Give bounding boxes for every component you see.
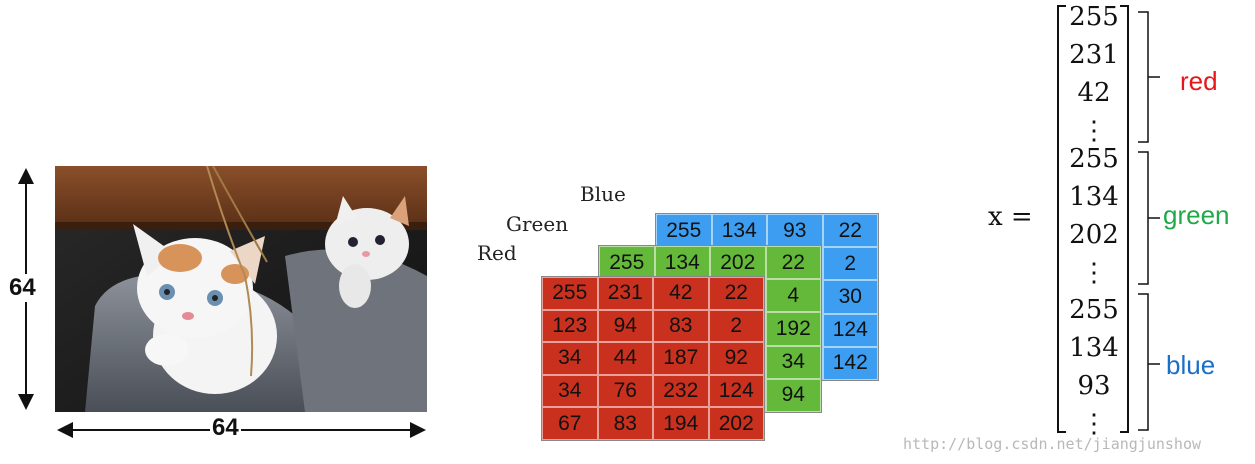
- red-cell: 2: [708, 309, 764, 343]
- vector-entry: 255: [1069, 2, 1119, 32]
- green-cell: 202: [710, 246, 766, 280]
- red-cell: 202: [708, 407, 764, 440]
- red-label: red: [1180, 66, 1218, 96]
- vector-entry: 255: [1069, 144, 1119, 174]
- red-cell: 124: [708, 374, 764, 408]
- green-label: green: [1163, 200, 1230, 230]
- red-cell: 94: [597, 309, 653, 343]
- green-cell: 4: [765, 279, 821, 313]
- vector-entry: 134: [1069, 333, 1119, 363]
- green-brace: [1136, 150, 1166, 286]
- red-brace: [1136, 10, 1166, 144]
- red-cell: 22: [708, 277, 764, 310]
- green-cell: 34: [765, 345, 821, 379]
- blue-label: blue: [1166, 350, 1216, 380]
- red-cell: 255: [542, 277, 598, 310]
- blue-cell: 124: [822, 313, 878, 347]
- blue-cell: 93: [767, 214, 823, 248]
- blue-channel-title: Blue: [580, 182, 626, 206]
- watermark: http://blog.csdn.net/jiangjunshow: [903, 435, 1202, 453]
- width-label: 64: [210, 414, 241, 442]
- vector-entry: 134: [1069, 182, 1119, 212]
- green-cell: 94: [765, 378, 821, 412]
- vector-entry: 93: [1077, 371, 1111, 401]
- kitten-photo: [55, 166, 427, 412]
- green-cell: 22: [765, 246, 821, 280]
- red-cell: 34: [542, 342, 598, 375]
- blue-cell: 30: [822, 280, 878, 314]
- red-cell: 83: [653, 309, 709, 343]
- blue-cell: 134: [711, 214, 767, 248]
- red-cell: 83: [597, 407, 653, 440]
- green-channel-title: Green: [506, 212, 569, 236]
- vector-entry: ⋮: [1081, 409, 1107, 439]
- width-arrow: [55, 418, 428, 442]
- red-cell: 42: [653, 277, 709, 310]
- red-cell: 123: [542, 309, 598, 343]
- vector-entry: 202: [1069, 220, 1119, 250]
- red-channel-title: Red: [477, 241, 517, 265]
- vector-entry: 231: [1069, 40, 1119, 70]
- height-label: 64: [8, 274, 37, 302]
- red-cell: 231: [597, 277, 653, 310]
- vector-bracket: [1054, 4, 1132, 434]
- red-cell: 232: [653, 374, 709, 408]
- blue-brace: [1136, 292, 1166, 432]
- green-cell: 255: [599, 246, 655, 280]
- blue-cell: 255: [656, 214, 712, 248]
- vector-entry: ⋮: [1081, 116, 1107, 146]
- red-cell: 44: [597, 342, 653, 375]
- blue-cell: 142: [822, 346, 878, 380]
- vector-lhs: x =: [988, 202, 1033, 232]
- red-cell: 67: [542, 407, 598, 440]
- red-cell: 194: [653, 407, 709, 440]
- green-cell: 192: [765, 312, 821, 346]
- red-cell: 92: [708, 342, 764, 375]
- red-channel-matrix: 255 231 42 22 123 94 83 2 34 44 187 92 34 76 232 124 67 8…: [541, 276, 765, 441]
- blue-cell: 2: [822, 247, 878, 281]
- green-cell: 134: [654, 246, 710, 280]
- vector-entry: 42: [1077, 78, 1111, 108]
- blue-cell: 22: [822, 214, 878, 248]
- red-cell: 76: [597, 374, 653, 408]
- red-cell: 187: [653, 342, 709, 375]
- vector-entry: 255: [1069, 295, 1119, 325]
- red-cell: 34: [542, 374, 598, 408]
- vector-entry: ⋮: [1081, 258, 1107, 288]
